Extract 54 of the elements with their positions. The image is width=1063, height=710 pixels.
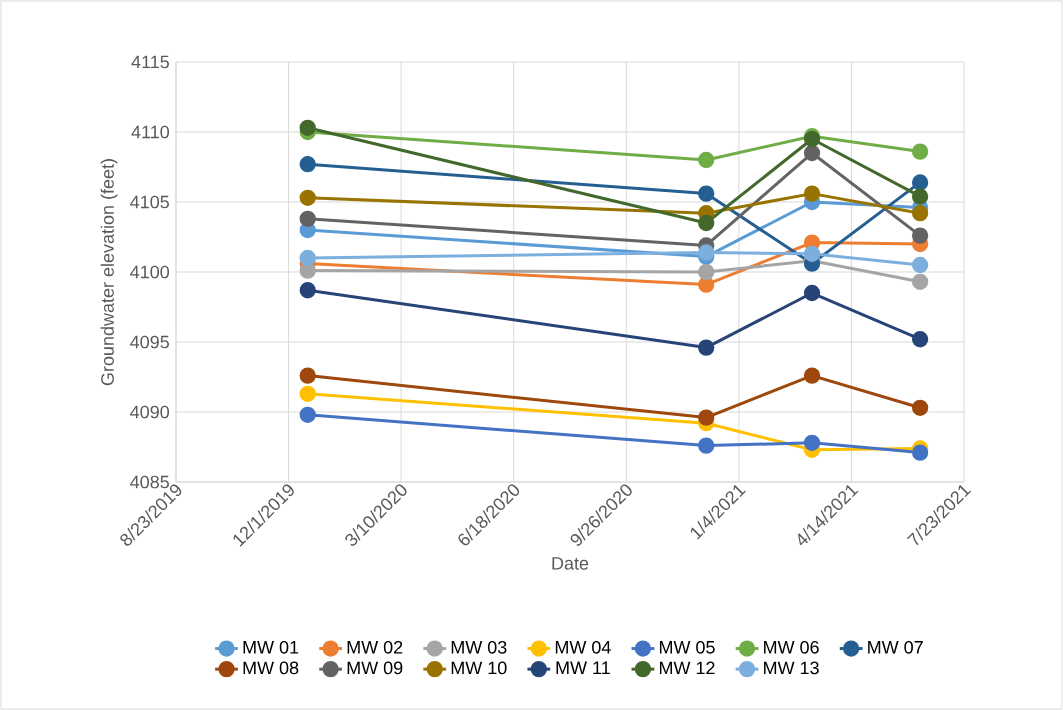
- point: [911, 205, 929, 222]
- point: [911, 399, 929, 416]
- point: [698, 437, 715, 454]
- point: [803, 434, 821, 451]
- legend-label: MW 01: [243, 640, 299, 654]
- point: [299, 367, 316, 384]
- point: [698, 409, 715, 426]
- legend-label: MW 13: [764, 661, 819, 675]
- legend-label: MW 11: [556, 661, 610, 674]
- point: [911, 143, 929, 160]
- y-tick-label: 4095: [130, 335, 169, 349]
- point: [911, 227, 929, 244]
- legend-label: MW 09: [347, 661, 403, 675]
- point: [299, 406, 316, 423]
- point: [299, 189, 316, 206]
- x-axis-title: Date: [552, 557, 589, 570]
- point: [911, 256, 929, 274]
- point: [698, 244, 715, 261]
- legend-label: MW 03: [451, 640, 507, 654]
- point: [299, 210, 316, 227]
- legend-label: MW 08: [243, 661, 299, 675]
- legend-label: MW 06: [764, 640, 819, 654]
- legend-label: MW 02: [347, 640, 403, 654]
- legend-label: MW 04: [555, 640, 611, 654]
- point: [698, 151, 715, 169]
- point: [803, 245, 821, 262]
- legend-label: MW 05: [659, 640, 715, 654]
- y-axis-title: Groundwater elevation (feet): [100, 159, 118, 386]
- point: [911, 174, 929, 191]
- point: [911, 273, 929, 290]
- point: [803, 367, 821, 384]
- legend-label: MW 07: [868, 640, 923, 654]
- point: [911, 444, 929, 461]
- point: [803, 284, 821, 302]
- legend-label: MW 10: [451, 661, 507, 675]
- point: [299, 249, 316, 267]
- y-tick-label: 4100: [130, 265, 170, 279]
- point: [299, 156, 316, 173]
- point: [698, 185, 715, 202]
- point: [803, 185, 821, 202]
- y-tick-label: 4110: [131, 125, 170, 139]
- legend-label: MW 12: [659, 661, 715, 675]
- point: [698, 263, 715, 281]
- y-tick-label: 4090: [130, 405, 170, 419]
- point: [803, 144, 821, 162]
- point: [911, 331, 929, 348]
- point: [299, 119, 316, 136]
- point: [299, 385, 316, 402]
- point: [911, 188, 929, 205]
- y-tick-label: 4105: [130, 195, 169, 209]
- point: [698, 214, 715, 232]
- y-tick-label: 4115: [131, 55, 169, 69]
- point: [698, 339, 715, 356]
- point: [299, 282, 316, 299]
